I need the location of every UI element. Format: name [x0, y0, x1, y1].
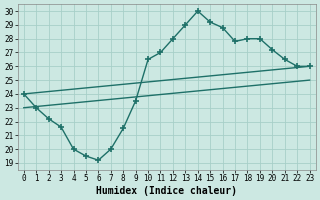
X-axis label: Humidex (Indice chaleur): Humidex (Indice chaleur): [96, 186, 237, 196]
